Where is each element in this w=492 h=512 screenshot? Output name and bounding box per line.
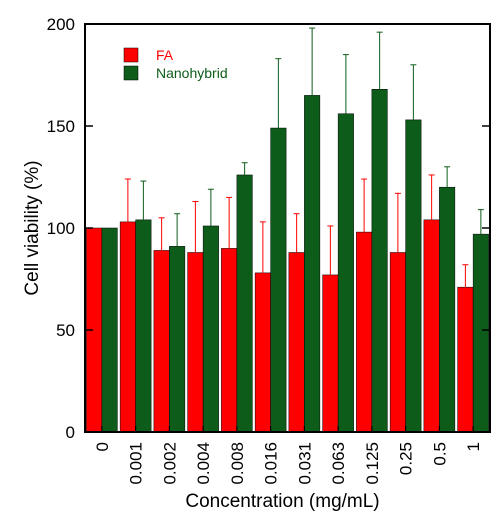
bar-nanohybrid-0.004 [202, 225, 219, 433]
bar-nanohybrid-0 [101, 227, 118, 433]
bars-layer [86, 89, 489, 433]
bar-nanohybrid-0.008 [236, 174, 253, 433]
bar-nanohybrid-0.25 [405, 119, 422, 433]
x-tick-label: 0.004 [194, 442, 213, 485]
bar-nanohybrid-0.031 [304, 95, 321, 433]
bar-nanohybrid-1 [472, 233, 489, 433]
error-bar-nanohybrid-0.25 [410, 64, 417, 120]
y-tick-label: 200 [47, 15, 75, 34]
bar-nanohybrid-0.002 [169, 246, 186, 433]
x-tick-label: 0.001 [127, 442, 146, 485]
bar-fa-0.002 [153, 250, 170, 433]
error-bar-fa-0.001 [124, 178, 131, 222]
error-bar-nanohybrid-0.016 [275, 58, 282, 129]
error-bar-fa-0.063 [327, 225, 334, 275]
y-tick-label: 100 [47, 219, 75, 238]
x-tick-label: 0.031 [295, 442, 314, 485]
error-bar-nanohybrid-1 [477, 209, 484, 235]
error-bar-fa-0.004 [192, 200, 199, 253]
error-bar-nanohybrid-0.001 [140, 180, 147, 220]
error-bar-fa-0.5 [428, 174, 435, 220]
x-tick-label: 0.5 [430, 442, 449, 466]
error-bar-nanohybrid-0.008 [241, 162, 248, 175]
bar-fa-0.125 [356, 231, 373, 433]
x-tick-label: 0.25 [397, 442, 416, 475]
error-bar-fa-0.031 [293, 213, 300, 253]
bar-fa-0.25 [389, 252, 406, 433]
bar-nanohybrid-0.001 [135, 219, 152, 433]
x-tick-label: 0 [93, 442, 112, 451]
bar-fa-0.5 [423, 219, 440, 433]
x-tick-label: 0.008 [228, 442, 247, 485]
legend-swatch-fa [123, 47, 139, 63]
error-bar-nanohybrid-0.125 [376, 31, 383, 90]
bar-fa-0.063 [322, 274, 339, 433]
error-bar-fa-0.002 [158, 217, 165, 251]
legend-swatch-nanohybrid [123, 65, 139, 81]
error-bar-fa-1 [462, 264, 469, 288]
bar-fa-0.004 [187, 252, 204, 433]
x-tick-label: 0.063 [329, 442, 348, 485]
bar-nanohybrid-0.125 [371, 89, 388, 433]
bar-fa-0.031 [288, 252, 305, 433]
y-tick-label: 0 [66, 423, 75, 442]
error-bars-layer [124, 27, 484, 288]
bar-fa-0.016 [254, 272, 271, 433]
error-bar-nanohybrid-0.063 [342, 54, 349, 114]
error-bar-fa-0.125 [361, 178, 368, 233]
legend-label-nanohybrid: Nanohybrid [156, 65, 228, 81]
y-tick-label: 150 [47, 117, 75, 136]
error-bar-nanohybrid-0.5 [444, 166, 451, 188]
ticks-layer: 0 50 100 150 200 0 0.001 0.002 0.004 0.008 0.016 0.… [47, 15, 490, 485]
bar-fa-0.001 [119, 221, 136, 433]
error-bar-fa-0.25 [394, 192, 401, 253]
bar-nanohybrid-0.016 [270, 127, 287, 433]
bar-fa-0.008 [221, 248, 238, 433]
error-bar-nanohybrid-0.002 [174, 213, 181, 247]
y-axis-title: Cell viability (%) [22, 160, 43, 295]
legend-label-fa: FA [156, 47, 174, 63]
legend: FA Nanohybrid [123, 47, 228, 81]
error-bar-nanohybrid-0.031 [309, 27, 316, 96]
bar-nanohybrid-0.5 [439, 186, 456, 433]
x-tick-label: 1 [464, 442, 483, 451]
x-tick-label: 0.016 [262, 442, 281, 485]
bar-nanohybrid-0.063 [337, 113, 354, 433]
x-tick-label: 0.002 [160, 442, 179, 485]
error-bar-fa-0.016 [259, 221, 266, 273]
error-bar-fa-0.008 [226, 196, 233, 249]
y-tick-label: 50 [56, 321, 75, 340]
bar-fa-1 [457, 286, 474, 433]
error-bar-nanohybrid-0.004 [207, 188, 214, 226]
x-tick-label: 0.125 [363, 442, 382, 485]
x-axis-title: Concentration (mg/mL) [185, 491, 379, 512]
